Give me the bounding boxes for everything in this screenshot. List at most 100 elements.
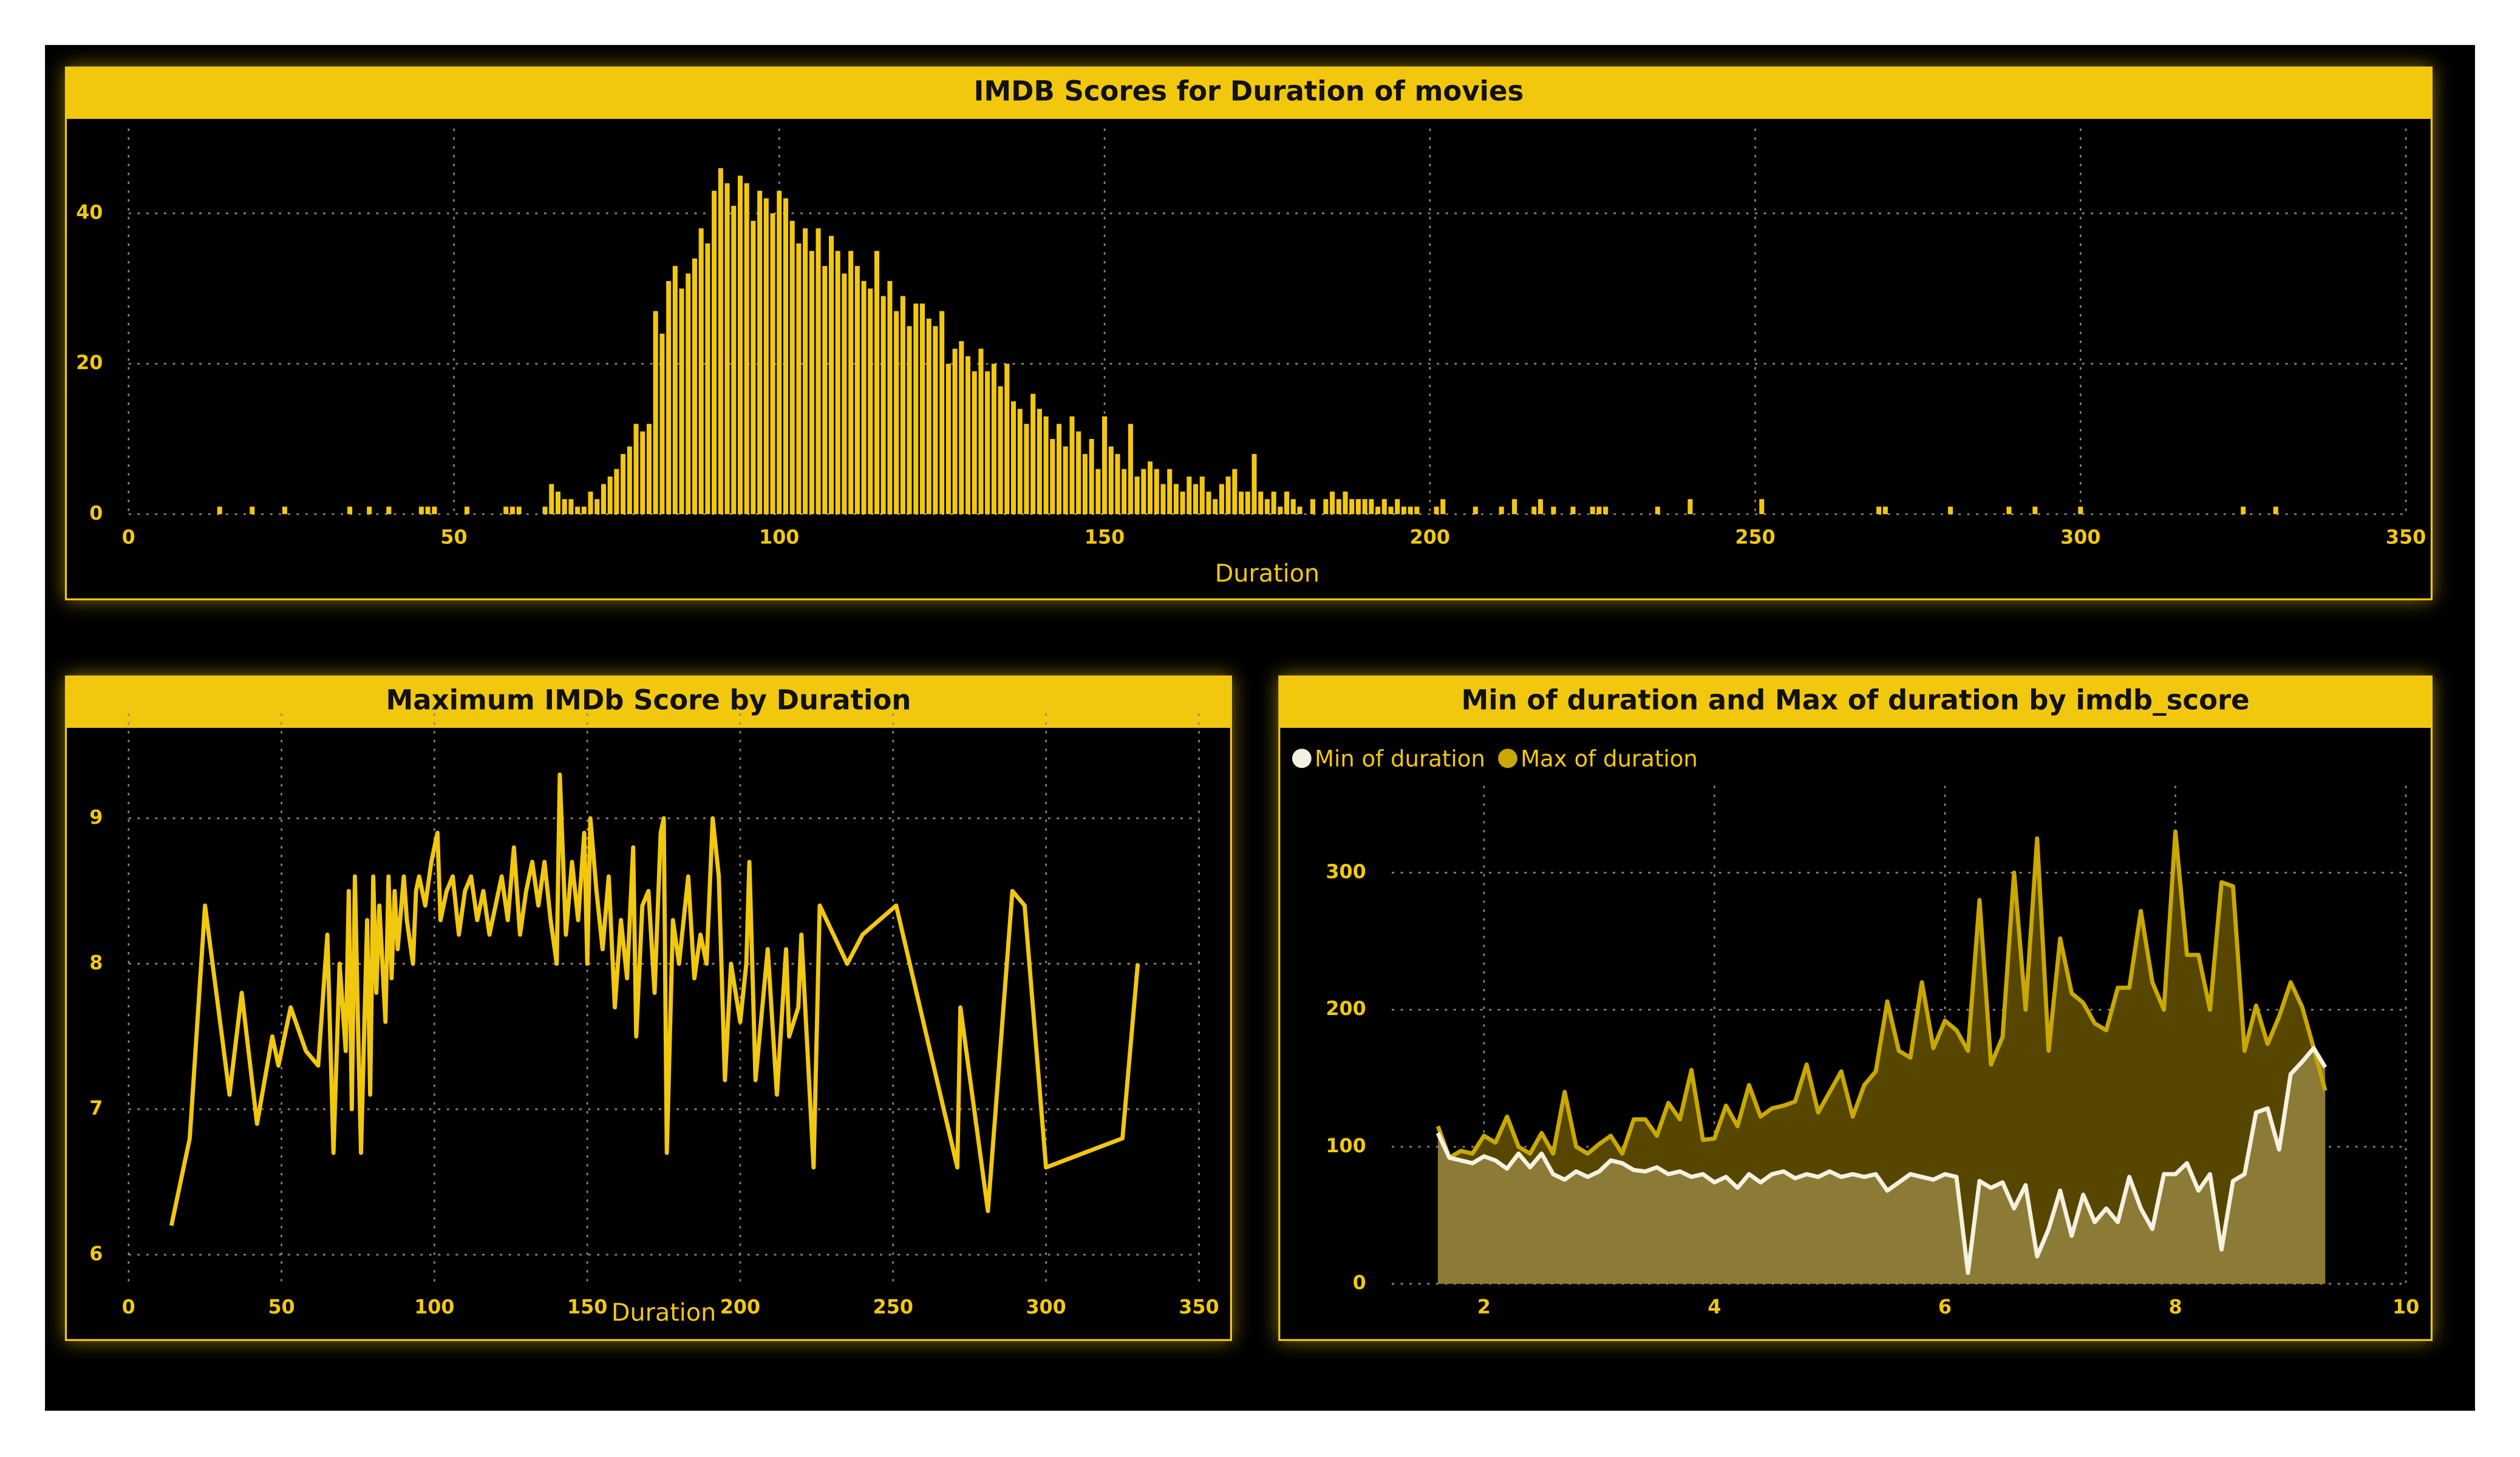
bar bbox=[1232, 469, 1238, 514]
bar bbox=[1596, 506, 1602, 514]
x-axis-label: Duration bbox=[611, 1299, 716, 1326]
bar bbox=[757, 191, 763, 514]
bar bbox=[1050, 439, 1055, 514]
bar bbox=[575, 506, 581, 514]
line bbox=[169, 772, 1140, 1226]
bar bbox=[712, 191, 717, 514]
bar bbox=[894, 311, 899, 514]
bar bbox=[848, 251, 854, 514]
y-tick-label: 200 bbox=[1326, 998, 1366, 1020]
panel-frame bbox=[64, 66, 2433, 600]
bar bbox=[828, 236, 834, 514]
bar bbox=[1057, 424, 1062, 514]
bar bbox=[1173, 484, 1179, 514]
bar bbox=[1010, 401, 1017, 514]
bar bbox=[1381, 499, 1387, 514]
title-bar bbox=[66, 67, 2432, 119]
x-tick-label: 350 bbox=[1179, 1296, 1219, 1318]
panel: Maximum IMDb Score by Duration 6 7 8 9 0 50 100… bbox=[64, 675, 1232, 1341]
bar bbox=[959, 341, 964, 514]
bar bbox=[1388, 506, 1394, 514]
bar bbox=[777, 191, 782, 514]
bar bbox=[1030, 393, 1036, 514]
bar bbox=[614, 469, 619, 514]
x-tick-label: 150 bbox=[1085, 527, 1125, 549]
bar bbox=[1369, 499, 1374, 514]
bar bbox=[1473, 506, 1478, 514]
bar bbox=[1590, 506, 1595, 514]
bar bbox=[783, 198, 789, 514]
bar bbox=[686, 273, 691, 514]
bar bbox=[2273, 506, 2278, 514]
bar bbox=[737, 175, 743, 514]
bar bbox=[1017, 409, 1023, 514]
bar bbox=[991, 364, 996, 514]
bar bbox=[1355, 499, 1361, 514]
bar bbox=[464, 506, 469, 514]
bar bbox=[217, 506, 222, 514]
bar bbox=[972, 371, 977, 514]
bar bbox=[282, 506, 287, 514]
bar bbox=[887, 280, 893, 514]
bar bbox=[367, 506, 372, 514]
bar bbox=[1290, 499, 1296, 514]
bar bbox=[874, 251, 880, 514]
bar bbox=[1037, 409, 1042, 514]
bar bbox=[1323, 499, 1329, 514]
bar bbox=[731, 205, 737, 514]
bar bbox=[425, 506, 431, 514]
bar bbox=[1512, 499, 1517, 514]
bar bbox=[933, 326, 938, 514]
bar bbox=[998, 386, 1003, 514]
title-bar bbox=[1279, 676, 2432, 728]
bar bbox=[1004, 364, 1010, 514]
bar bbox=[1160, 484, 1166, 514]
bar bbox=[724, 183, 730, 514]
bar bbox=[692, 258, 697, 514]
bar bbox=[1330, 491, 1335, 514]
bar bbox=[627, 446, 632, 514]
x-tick-label: 50 bbox=[440, 527, 467, 549]
bar bbox=[809, 251, 814, 514]
bar bbox=[698, 228, 704, 514]
bar bbox=[1167, 469, 1173, 514]
bar bbox=[1122, 469, 1127, 514]
bar bbox=[542, 506, 548, 514]
bar bbox=[1024, 424, 1029, 514]
x-tick-label: 250 bbox=[873, 1296, 913, 1318]
bar bbox=[601, 484, 606, 514]
bar bbox=[1082, 453, 1088, 514]
y-tick-label: 7 bbox=[89, 1098, 103, 1119]
bar bbox=[621, 453, 626, 514]
bar bbox=[633, 424, 639, 514]
bar bbox=[1687, 499, 1693, 514]
bar bbox=[919, 304, 925, 514]
bar bbox=[1336, 499, 1341, 514]
x-tick-label: 350 bbox=[2386, 527, 2426, 549]
y-tick-label: 6 bbox=[89, 1243, 103, 1265]
bar bbox=[1297, 506, 1303, 514]
bar bbox=[744, 183, 749, 514]
bar bbox=[1095, 469, 1101, 514]
bar bbox=[2006, 506, 2012, 514]
bar bbox=[803, 228, 808, 514]
y-tick-label: 300 bbox=[1326, 861, 1366, 883]
x-tick-label: 10 bbox=[2392, 1296, 2419, 1318]
bar bbox=[1551, 506, 1556, 514]
chart-title: Min of duration and Max of duration by i… bbox=[1462, 684, 2250, 716]
bar bbox=[1434, 506, 1439, 514]
bar bbox=[549, 484, 554, 514]
panel: IMDB Scores for Duration of movies 0 20 40 0… bbox=[64, 66, 2433, 600]
bar bbox=[1531, 506, 1537, 514]
bar bbox=[1343, 491, 1348, 514]
x-tick-label: 250 bbox=[1735, 527, 1775, 549]
bar bbox=[913, 304, 919, 514]
bar bbox=[250, 506, 255, 514]
legend-label: Min of duration bbox=[1315, 745, 1485, 772]
x-tick-label: 300 bbox=[2060, 527, 2100, 549]
bar bbox=[1278, 506, 1283, 514]
bar bbox=[659, 333, 665, 514]
bar bbox=[1076, 431, 1081, 514]
x-tick-label: 6 bbox=[1938, 1296, 1952, 1318]
bar bbox=[672, 266, 678, 514]
